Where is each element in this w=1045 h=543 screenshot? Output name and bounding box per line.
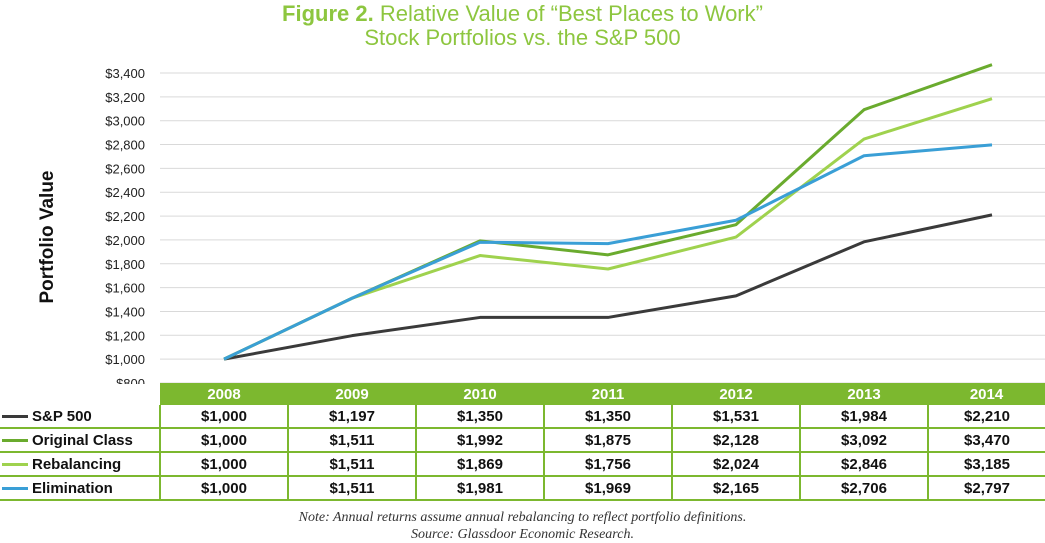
table-row: Original Class $1,000 $1,511 $1,992 $1,875 $2… [0,428,1045,453]
value-cell: $2,706 [799,476,928,501]
y-tick-label: $1,000 [105,352,145,367]
year-header-cell: 2009 [288,383,416,405]
y-tick-label: $800 [116,376,145,384]
value-cell: $1,511 [287,476,416,501]
year-header-cell: 2012 [672,383,800,405]
value-cell: $2,797 [927,476,1045,501]
grid-lines [160,72,1045,384]
value-cell: $1,000 [159,428,288,453]
value-cell: $3,470 [927,428,1045,453]
y-tick-label: $2,200 [105,209,145,224]
table-row: Elimination $1,000 $1,511 $1,981 $1,969 $2,16… [0,476,1045,501]
legend-key [2,415,28,419]
series-line-rebalancing [223,97,993,361]
footnote: Note: Annual returns assume annual rebal… [0,509,1045,543]
y-tick-label: $3,200 [105,90,145,105]
year-header-cell: 2011 [544,383,672,405]
series-name: Original Class [32,431,133,449]
y-tick-label: $1,200 [105,328,145,343]
legend-key [2,463,28,467]
year-header-cell: 2014 [928,383,1045,405]
value-cell: $1,350 [543,405,672,429]
year-header-row: 2008 2009 2010 2011 2012 2013 2014 [0,383,1045,405]
y-tick-label: $2,800 [105,138,145,153]
value-cell: $1,981 [415,476,544,501]
value-cell: $1,756 [543,452,672,477]
value-cell: $1,350 [415,405,544,429]
series-name-cell: Elimination [0,476,160,501]
source-text: Source: Glassdoor Economic Research. [411,527,634,542]
series-name: S&P 500 [32,407,92,425]
y-tick-label: $2,600 [105,161,145,176]
value-cell: $1,969 [543,476,672,501]
header-corner [0,383,160,405]
value-cell: $3,092 [799,428,928,453]
line-chart: $800 $1,000 $1,200 $1,400 $1,600 $1,800 $2,000… [105,63,1045,384]
series-line-elimination [223,143,993,361]
y-tick-label: $2,400 [105,185,145,200]
title-line-2: Stock Portfolios vs. the S&P 500 [364,25,681,50]
data-table: 2008 2009 2010 2011 2012 2013 2014 S&P 500 $1,0… [0,383,1045,501]
value-cell: $1,531 [671,405,800,429]
value-cell: $1,875 [543,428,672,453]
value-cell: $2,165 [671,476,800,501]
y-tick-label: $1,400 [105,304,145,319]
value-cell: $2,024 [671,452,800,477]
series-line-original-class [223,63,993,361]
year-header-cell: 2010 [416,383,544,405]
value-cell: $1,197 [287,405,416,429]
value-cell: $1,000 [159,452,288,477]
y-tick-label: $1,600 [105,281,145,296]
y-tick-label: $3,400 [105,66,145,81]
table-row: S&P 500 $1,000 $1,197 $1,350 $1,350 $1,531 $1,… [0,405,1045,429]
title-line-1: Figure 2. Relative Value of “Best Places… [0,2,1045,26]
series-name-cell: S&P 500 [0,405,160,429]
value-cell: $1,869 [415,452,544,477]
value-cell: $1,000 [159,476,288,501]
title-figure-label: Figure 2. [282,1,374,26]
series-name-cell: Rebalancing [0,452,160,477]
value-cell: $1,984 [799,405,928,429]
value-cell: $2,128 [671,428,800,453]
value-cell: $1,511 [287,452,416,477]
y-tick-label: $2,000 [105,233,145,248]
value-cell: $1,511 [287,428,416,453]
series-lines [223,63,993,361]
series-name: Elimination [32,479,113,497]
value-cell: $2,846 [799,452,928,477]
value-cell: $3,185 [927,452,1045,477]
legend-key [2,439,28,443]
title-main-text: Relative Value of “Best Places to Work” [379,1,763,26]
y-tick-label: $1,800 [105,257,145,272]
note-text: Note: Annual returns assume annual rebal… [298,510,747,525]
y-axis-ticks: $800 $1,000 $1,200 $1,400 $1,600 $1,800 $2,000… [105,66,145,384]
series-name: Rebalancing [32,455,122,473]
series-line-s-p-500 [223,213,993,361]
legend-key [2,487,28,491]
value-cell: $2,210 [927,405,1045,429]
year-header-cell: 2008 [160,383,288,405]
chart-title: Figure 2. Relative Value of “Best Places… [0,2,1045,50]
value-cell: $1,000 [159,405,288,429]
series-name-cell: Original Class [0,428,160,453]
table-row: Rebalancing $1,000 $1,511 $1,869 $1,756 $2,02… [0,452,1045,477]
year-header-cell: 2013 [800,383,928,405]
y-tick-label: $3,000 [105,114,145,129]
value-cell: $1,992 [415,428,544,453]
